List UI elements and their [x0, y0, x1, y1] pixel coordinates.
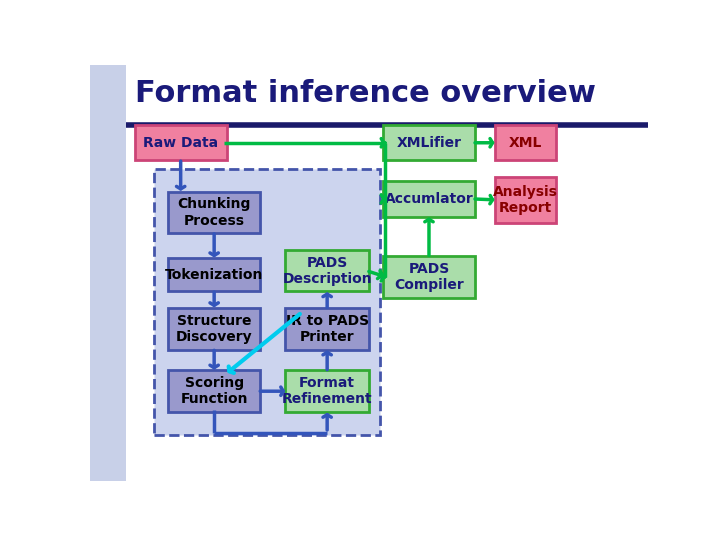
Text: Format
Refinement: Format Refinement — [282, 376, 372, 406]
FancyBboxPatch shape — [285, 370, 369, 412]
Text: Scoring
Function: Scoring Function — [181, 376, 248, 406]
Text: Raw Data: Raw Data — [143, 136, 218, 150]
Text: Format inference overview: Format inference overview — [135, 79, 595, 109]
FancyBboxPatch shape — [126, 125, 648, 481]
FancyBboxPatch shape — [126, 65, 648, 123]
FancyBboxPatch shape — [168, 308, 260, 349]
FancyBboxPatch shape — [135, 125, 227, 160]
Text: Analysis
Report: Analysis Report — [492, 185, 558, 215]
FancyBboxPatch shape — [168, 192, 260, 233]
Text: IR to PADS
Printer: IR to PADS Printer — [286, 314, 369, 344]
Text: PADS
Compiler: PADS Compiler — [394, 262, 464, 292]
FancyBboxPatch shape — [383, 181, 475, 217]
Text: Tokenization: Tokenization — [165, 268, 264, 282]
Text: Chunking
Process: Chunking Process — [177, 197, 251, 227]
FancyBboxPatch shape — [90, 65, 126, 481]
FancyBboxPatch shape — [383, 125, 475, 160]
FancyBboxPatch shape — [495, 177, 556, 223]
Text: Structure
Discovery: Structure Discovery — [176, 314, 253, 344]
FancyBboxPatch shape — [168, 370, 260, 412]
FancyBboxPatch shape — [383, 256, 475, 298]
FancyBboxPatch shape — [285, 250, 369, 292]
Text: XMLifier: XMLifier — [397, 136, 462, 150]
FancyBboxPatch shape — [285, 308, 369, 349]
FancyBboxPatch shape — [168, 258, 260, 292]
Text: PADS
Description: PADS Description — [282, 255, 372, 286]
FancyBboxPatch shape — [154, 168, 380, 435]
Text: XML: XML — [508, 136, 542, 150]
Text: Accumlator: Accumlator — [384, 192, 473, 206]
FancyBboxPatch shape — [495, 125, 556, 160]
